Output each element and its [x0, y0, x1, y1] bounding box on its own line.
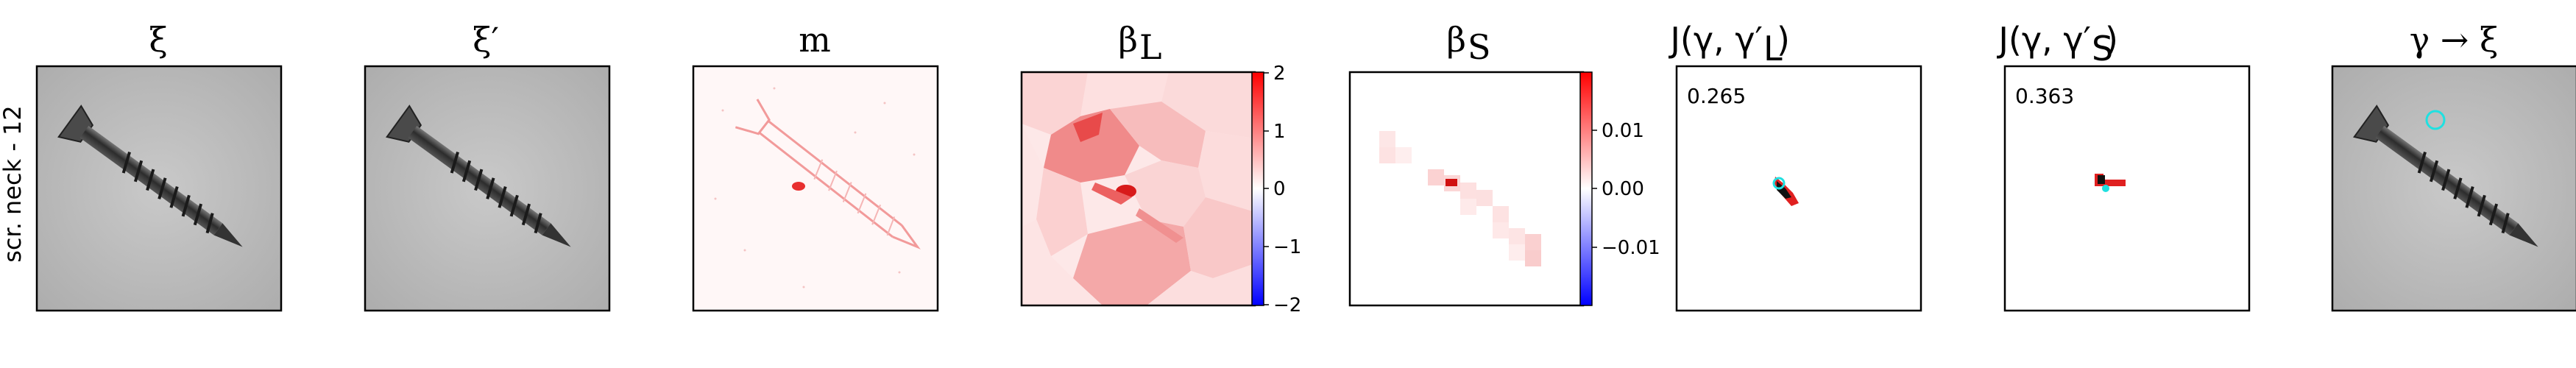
jacobian-background [2005, 66, 2249, 311]
colorbar: 2 1 0 −1 −2 [1251, 63, 1301, 316]
panel-title: β [1446, 20, 1466, 60]
panel-frame [2003, 65, 2251, 312]
panel-frame [35, 65, 283, 312]
panel-title-close: ) [1777, 20, 1790, 60]
panel-title: γ → ξ [2410, 20, 2499, 60]
panel-frame [364, 65, 611, 312]
panel-title: ξ [149, 20, 167, 60]
panel-j-l: J(γ, γ′ L ) 0.265 [1668, 20, 1922, 312]
panel-frame [2331, 65, 2576, 312]
jacobian-background [1677, 66, 1921, 311]
jacobian-score: 0.363 [2015, 84, 2074, 108]
colorbar-tick-label: −2 [1273, 294, 1301, 316]
anomaly-marker [2425, 110, 2446, 130]
row-label: scr. neck - 12 [0, 105, 26, 263]
colorbar-tick-label: 2 [1273, 63, 1286, 85]
patch-heatmap [1379, 131, 1541, 266]
panel-m: m [692, 20, 939, 312]
panel-title: J(γ, γ′ [1996, 20, 2091, 60]
screw-image [57, 105, 243, 247]
panel-beta-s: β S 0.01 0.00 −0.01 [1348, 20, 1660, 307]
panel-title-subscript: L [1763, 29, 1783, 68]
panel-frame [1675, 65, 1922, 312]
screw-image [386, 105, 571, 247]
colorbar-tick-label: −0.01 [1602, 237, 1660, 259]
colorbar-tick-label: 0 [1273, 178, 1286, 200]
image-background [693, 66, 938, 311]
panel-title-close: ) [2105, 20, 2118, 60]
colorbar-tick-label: 0.01 [1602, 120, 1644, 142]
panel-title-subscript: S [1468, 27, 1491, 67]
panel-xi-prime: ξ′ [364, 20, 611, 312]
panel-title: ξ′ [473, 20, 499, 60]
segment-heatmap [1022, 72, 1255, 305]
panel-j-s: J(γ, γ′ S ) 0.363 [1996, 20, 2251, 312]
panel-title: β [1118, 20, 1138, 60]
mask-image [714, 87, 921, 289]
screw-image [2353, 105, 2538, 247]
jacobian-mark [1772, 177, 1799, 206]
colorbar-tick-label: 0.00 [1602, 178, 1644, 200]
panel-title-subscript: S [2092, 29, 2113, 68]
panel-xi: ξ [35, 20, 283, 312]
panel-gamma-xi: γ → ξ [2331, 20, 2576, 312]
colorbar: 0.01 0.00 −0.01 [1579, 71, 1660, 306]
panel-beta-l: β L [1020, 20, 1301, 316]
panel-title: J(γ, γ′ [1668, 20, 1763, 60]
panel-title-subscript: L [1139, 27, 1162, 67]
colorbar-tick-label: 1 [1273, 121, 1286, 143]
jacobian-score: 0.265 [1687, 84, 1746, 108]
colorbar-tick-label: −1 [1273, 236, 1301, 258]
jacobian-mark [2095, 174, 2126, 192]
panel-title: m [799, 20, 831, 60]
panel-frame [692, 65, 939, 312]
